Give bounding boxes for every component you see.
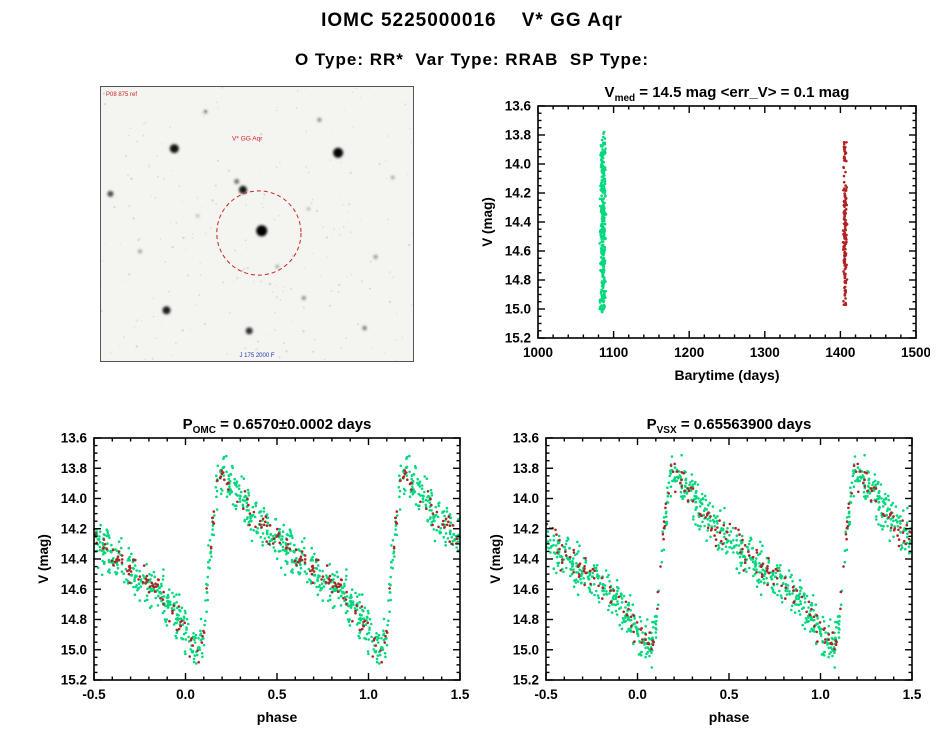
phase_vsx-svg: PVSX = 0.65563900 days -0.5 0.0 0.5 1.0 1.5 13… <box>488 416 922 725</box>
phase_omc-xtick-label: 1.5 <box>451 687 470 702</box>
finder-background <box>101 87 413 361</box>
target-marker-circle <box>216 190 302 276</box>
barytime-data-points <box>598 130 849 314</box>
barytime-ytick-label: 14.0 <box>505 157 531 172</box>
barytime-xtick-label: 1500 <box>901 345 930 360</box>
phase_omc-data-points <box>92 454 461 665</box>
phase_vsx-ylabel: V (mag) <box>488 534 503 584</box>
phase_omc-ylabel: V (mag) <box>36 534 51 584</box>
barytime-xlabel: Barytime (days) <box>674 367 779 383</box>
barytime-svg: Vmed = 14.5 mag <err_V> = 0.1 mag 1000 110… <box>480 84 931 383</box>
barytime-xtick-label: 1300 <box>750 345 780 360</box>
finder-chart-image: P08 875 ref V* GG Aqr J 175 2000 F <box>100 86 415 362</box>
phase_vsx-ytick-label: 14.4 <box>513 552 540 567</box>
phase_vsx-ytick-label: 13.6 <box>513 431 540 446</box>
phase_omc-xlabel: phase <box>257 709 298 725</box>
finder-topleft-label: P08 875 ref <box>106 92 137 98</box>
phase_vsx-xtick-label: 0.5 <box>720 687 739 702</box>
phase_vsx-ytick-label: 15.0 <box>513 642 539 657</box>
phase_omc-ytick-label: 14.4 <box>61 552 88 567</box>
barytime-lightcurve-plot: Vmed = 14.5 mag <err_V> = 0.1 mag 1000 110… <box>478 80 931 398</box>
barytime-ytick-label: 14.4 <box>505 215 532 230</box>
phase_omc-xtick-label: -0.5 <box>82 687 106 702</box>
phase_omc-ytick-label: 13.6 <box>61 431 88 446</box>
barytime-xtick-label: 1000 <box>523 345 553 360</box>
barytime-ytick-label: 13.8 <box>505 128 532 143</box>
phase_vsx-plot-frame <box>545 437 913 681</box>
finder-noise-speckles <box>100 86 415 361</box>
page-title: IOMC 5225000016 V* GG Aqr <box>321 10 623 31</box>
phase_vsx-title: PVSX = 0.65563900 days <box>647 416 812 436</box>
barytime-title: Vmed = 14.5 mag <err_V> = 0.1 mag <box>605 84 850 104</box>
phase_vsx-ytick-label: 13.8 <box>513 461 540 476</box>
barytime-plot-frame <box>537 105 917 339</box>
phase_vsx-xtick-label: 1.5 <box>903 687 922 702</box>
phase_vsx-data-points <box>545 453 913 669</box>
barytime-ytick-label: 13.6 <box>505 99 532 114</box>
barytime-ytick-label: 14.8 <box>505 273 532 288</box>
phase-folded-plot-omc-period: POMC = 0.6570±0.0002 days -0.5 0.0 0.5 1.0 1.… <box>34 412 474 742</box>
phase_omc-ticks <box>93 437 461 681</box>
finder-stars <box>107 109 395 335</box>
phase_omc-ytick-label: 14.0 <box>61 491 87 506</box>
phase_omc-ytick-label: 14.8 <box>61 612 88 627</box>
finder-bottom-label: J 175 2000 F <box>239 353 274 359</box>
barytime-ylabel: V (mag) <box>480 197 495 247</box>
phase_omc-xtick-label: 0.0 <box>176 687 195 702</box>
phase_omc-ytick-label: 15.0 <box>61 642 87 657</box>
barytime-ytick-label: 14.6 <box>505 244 532 259</box>
phase_vsx-ytick-label: 14.8 <box>513 612 540 627</box>
phase_omc-title: POMC = 0.6570±0.0002 days <box>183 416 372 436</box>
phase_omc-ytick-label: 15.2 <box>61 673 87 688</box>
phase_vsx-xtick-label: 0.0 <box>628 687 647 702</box>
phase-folded-plot-vsx-period: PVSX = 0.65563900 days -0.5 0.0 0.5 1.0 1.5 13… <box>486 412 926 742</box>
phase_vsx-ytick-label: 14.6 <box>513 582 540 597</box>
phase_vsx-xlabel: phase <box>709 709 750 725</box>
phase_vsx-ytick-label: 15.2 <box>513 673 539 688</box>
phase_vsx-ytick-label: 14.2 <box>513 521 539 536</box>
phase_omc-svg: POMC = 0.6570±0.0002 days -0.5 0.0 0.5 1.0 1.… <box>36 416 470 725</box>
barytime-xtick-label: 1200 <box>674 345 704 360</box>
barytime-ytick-label: 14.2 <box>505 186 531 201</box>
phase_omc-ytick-label: 14.2 <box>61 521 87 536</box>
barytime-xtick-label: 1100 <box>599 345 628 360</box>
phase_omc-xtick-label: 0.5 <box>268 687 287 702</box>
phase_omc-xtick-label: 1.0 <box>359 687 378 702</box>
phase_vsx-xtick-label: -0.5 <box>534 687 558 702</box>
finder-svg: P08 875 ref V* GG Aqr J 175 2000 F <box>100 86 415 361</box>
phase_vsx-xtick-label: 1.0 <box>811 687 830 702</box>
barytime-ytick-label: 15.0 <box>505 302 531 317</box>
finder-target-name-label: V* GG Aqr <box>232 135 263 142</box>
phase_vsx-ticks <box>545 437 913 681</box>
barytime-xtick-label: 1400 <box>825 345 855 360</box>
phase_omc-ytick-label: 13.8 <box>61 461 88 476</box>
phase_omc-ytick-label: 14.6 <box>61 582 88 597</box>
barytime-ytick-label: 15.2 <box>505 331 531 346</box>
page-subtitle: O Type: RR* Var Type: RRAB SP Type: <box>294 50 650 69</box>
barytime-ticks <box>537 105 917 339</box>
phase_vsx-ytick-label: 14.0 <box>513 491 539 506</box>
